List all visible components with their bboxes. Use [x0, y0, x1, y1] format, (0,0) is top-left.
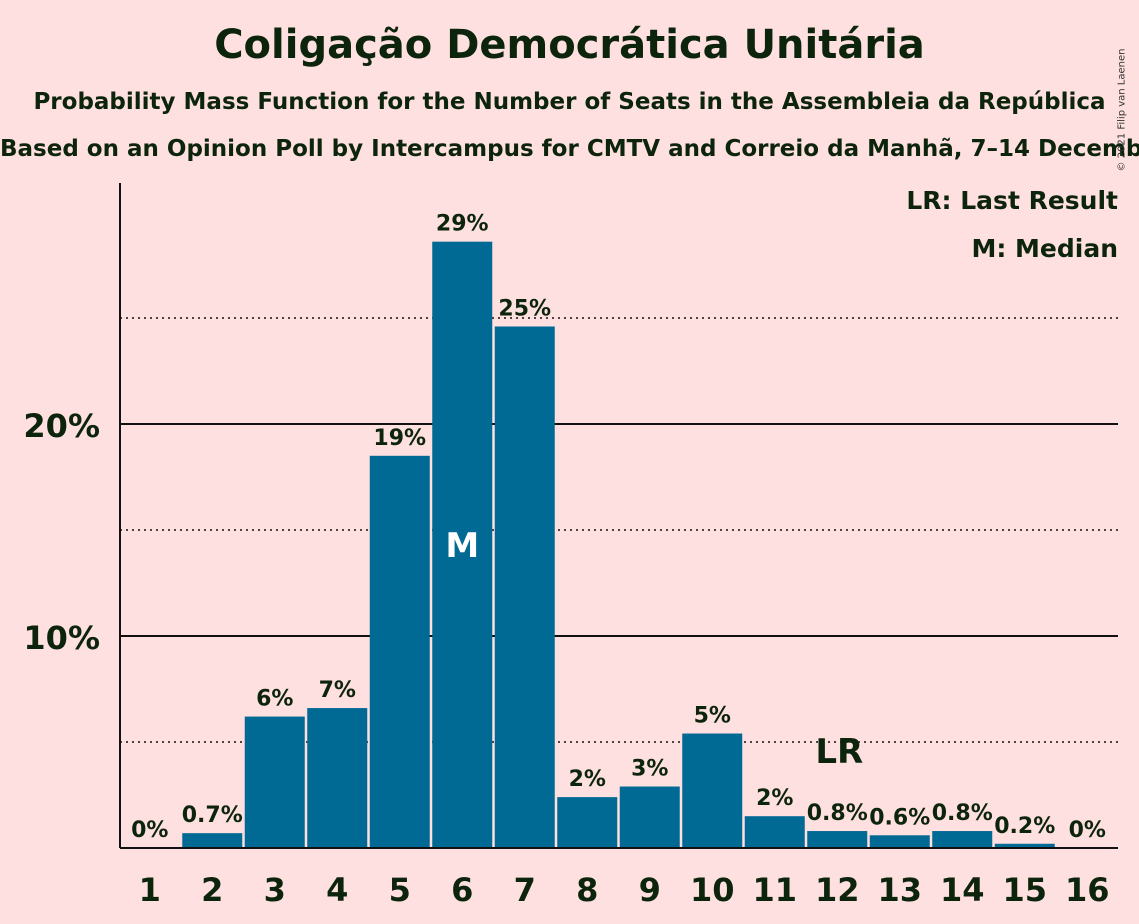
chart-subtitle: Probability Mass Function for the Number…	[33, 89, 1106, 115]
y-tick-label: 10%	[23, 619, 100, 657]
median-marker: M	[445, 526, 479, 566]
data-label: 2%	[569, 767, 606, 792]
bar	[244, 716, 305, 848]
data-label: 0.8%	[932, 801, 993, 826]
data-label: 3%	[631, 757, 668, 782]
x-tick-label: 2	[201, 871, 223, 909]
x-tick-label: 14	[940, 871, 985, 909]
data-label: 0%	[1069, 818, 1106, 843]
gridlines	[120, 317, 1118, 743]
last-result-marker: LR	[815, 732, 863, 772]
bar	[994, 843, 1055, 848]
x-tick-label: 3	[264, 871, 286, 909]
data-labels: 0%0.7%6% 7%19%29%M25%2% 3%5%2%0.8%LR0.6% 0.…	[131, 212, 1106, 843]
axes: 10%20%1 2 3 4 5 6 7 8 9 10 11 12 13 14 15 16	[23, 183, 1118, 909]
bar	[932, 831, 993, 848]
bar	[307, 708, 368, 848]
bar	[494, 326, 555, 849]
data-label: 0.6%	[869, 805, 930, 830]
x-tick-label: 16	[1065, 871, 1110, 909]
data-label: 19%	[373, 426, 426, 451]
x-tick-label: 13	[877, 871, 922, 909]
y-tick-label: 20%	[23, 407, 100, 445]
bars	[182, 241, 1055, 849]
x-tick-label: 9	[639, 871, 661, 909]
x-tick-label: 6	[451, 871, 473, 909]
x-tick-label: 11	[752, 871, 797, 909]
chart-title: Coligação Democrática Unitária	[214, 22, 925, 68]
data-label: 0%	[131, 818, 168, 843]
data-label: 0.7%	[182, 803, 243, 828]
data-label: 0.2%	[994, 814, 1055, 839]
bar	[557, 797, 618, 848]
data-label: 29%	[436, 212, 489, 237]
data-label: 0.8%	[807, 801, 868, 826]
data-label: 2%	[756, 786, 793, 811]
data-label: 7%	[319, 678, 356, 703]
chart-subtitle-source: Based on an Opinion Poll by Intercampus …	[0, 136, 1139, 162]
bar	[369, 455, 430, 848]
bar	[744, 816, 805, 848]
x-tick-label: 8	[576, 871, 598, 909]
bar	[869, 835, 930, 848]
bar	[682, 733, 743, 848]
data-label: 25%	[498, 296, 551, 321]
x-tick-label: 4	[326, 871, 348, 909]
x-tick-label: 15	[1002, 871, 1047, 909]
x-tick-label: 12	[815, 871, 860, 909]
bar	[807, 831, 868, 848]
x-tick-label: 7	[514, 871, 536, 909]
legend-last-result: LR: Last Result	[906, 186, 1118, 215]
data-label: 6%	[256, 687, 293, 712]
x-tick-label: 5	[389, 871, 411, 909]
x-tick-label: 1	[139, 871, 161, 909]
data-label: 5%	[694, 704, 731, 729]
bar	[182, 833, 243, 848]
bar	[619, 786, 680, 848]
bar	[432, 241, 493, 848]
x-tick-label: 10	[690, 871, 735, 909]
legend-median: M: Median	[971, 234, 1118, 263]
